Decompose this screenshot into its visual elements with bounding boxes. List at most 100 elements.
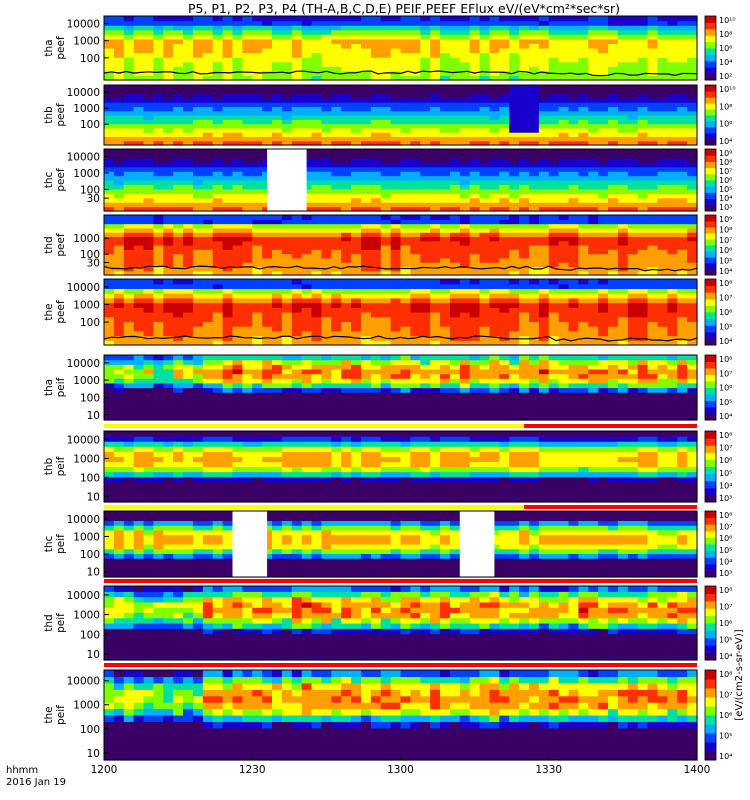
heatmap-cell [113, 302, 125, 308]
heatmap-cell [489, 119, 500, 125]
heatmap-cell [341, 232, 352, 238]
heatmap-cell [123, 232, 135, 238]
heatmap-cell [341, 66, 352, 72]
heatmap-cell [617, 97, 629, 103]
heatmap-cell [351, 223, 362, 229]
heatmap-cell [104, 288, 115, 294]
heatmap-cell [202, 57, 214, 63]
heatmap-cell [192, 316, 204, 323]
heatmap-cell [133, 110, 145, 116]
heatmap-cell [291, 410, 303, 416]
heatmap-cell [459, 293, 471, 299]
heatmap-cell [370, 140, 382, 146]
heatmap-cell [341, 410, 352, 416]
heatmap-cell [281, 29, 293, 35]
heatmap-cell [331, 253, 342, 259]
heatmap-cell [677, 180, 688, 186]
heatmap-cell [321, 378, 332, 384]
heatmap-cell [232, 249, 243, 255]
heatmap-cell [331, 175, 342, 181]
heatmap-cell [281, 253, 293, 259]
heatmap-cell [608, 175, 619, 181]
heatmap-cell [212, 48, 224, 54]
heatmap-cell [538, 25, 550, 31]
heatmap-cell [143, 410, 155, 416]
heatmap-cell [519, 302, 530, 308]
heatmap-cell [272, 321, 283, 327]
heatmap-cell [410, 364, 421, 370]
heatmap-cell [272, 48, 283, 54]
heatmap-cell [331, 396, 342, 403]
heatmap-cell [538, 223, 550, 229]
heatmap-cell [568, 297, 579, 304]
heatmap-cell [598, 43, 609, 49]
heatmap-cell [104, 123, 115, 129]
heatmap-cell [370, 25, 382, 31]
heatmap-cell [301, 335, 313, 341]
heatmap-cell [528, 162, 540, 168]
heatmap-cell [627, 123, 639, 129]
heatmap-cell [123, 97, 135, 103]
heatmap-cell [548, 253, 560, 259]
heatmap-cell [370, 75, 382, 81]
heatmap-cell [341, 43, 352, 49]
heatmap-cell [420, 188, 431, 194]
heatmap-cell [509, 93, 520, 99]
heatmap-cell [192, 20, 204, 26]
heatmap-cell [212, 382, 224, 389]
heatmap-cell [548, 48, 560, 54]
heatmap-cell [153, 119, 164, 125]
heatmap-cell [617, 330, 629, 337]
heatmap-cell [252, 249, 263, 255]
heatmap-cell [479, 330, 491, 337]
heatmap-cell [192, 89, 204, 95]
heatmap-cell [519, 52, 530, 58]
colorbar-segment [705, 325, 716, 333]
heatmap-cell [370, 257, 382, 263]
heatmap-cell [499, 180, 510, 186]
heatmap-cell [192, 297, 204, 304]
heatmap-cell [568, 321, 579, 327]
heatmap-cell [430, 316, 441, 323]
heatmap-cell [331, 262, 342, 268]
heatmap-cell [568, 188, 579, 194]
heatmap-cell [548, 140, 560, 146]
heatmap-cell [212, 106, 224, 112]
heatmap-cell [548, 401, 560, 407]
colorbar-segment [705, 97, 716, 104]
heatmap-cell [311, 43, 323, 49]
heatmap-cell [143, 406, 155, 412]
heatmap-cell [410, 202, 421, 208]
heatmap-cell [509, 316, 520, 323]
heatmap-cell [637, 149, 649, 155]
heatmap-cell [667, 70, 678, 77]
heatmap-cell [252, 245, 263, 250]
heatmap-cell [479, 38, 491, 45]
heatmap-cell [568, 132, 579, 138]
heatmap-cell [104, 227, 115, 233]
heatmap-cell [113, 25, 125, 31]
heatmap-cell [588, 48, 599, 54]
heatmap-cell [183, 85, 194, 90]
heatmap-cell [459, 38, 471, 45]
heatmap-cell [163, 245, 174, 250]
heatmap-cell [459, 162, 471, 168]
heatmap-cell [617, 93, 629, 99]
heatmap-cell [281, 223, 293, 229]
heatmap-cell [143, 106, 155, 112]
heatmap-cell [548, 330, 560, 337]
heatmap-cell [104, 401, 115, 407]
heatmap-cell [232, 219, 243, 225]
heatmap-cell [143, 279, 155, 285]
heatmap-cell [538, 175, 550, 181]
heatmap-cell [667, 297, 678, 304]
heatmap-cell [301, 240, 313, 246]
heatmap-cell [578, 43, 589, 49]
heatmap-cell [519, 197, 530, 203]
heatmap-cell [459, 330, 471, 337]
heatmap-cell [578, 153, 589, 159]
heatmap-cell [192, 355, 204, 361]
heatmap-cell [301, 70, 313, 77]
heatmap-cell [380, 227, 392, 233]
